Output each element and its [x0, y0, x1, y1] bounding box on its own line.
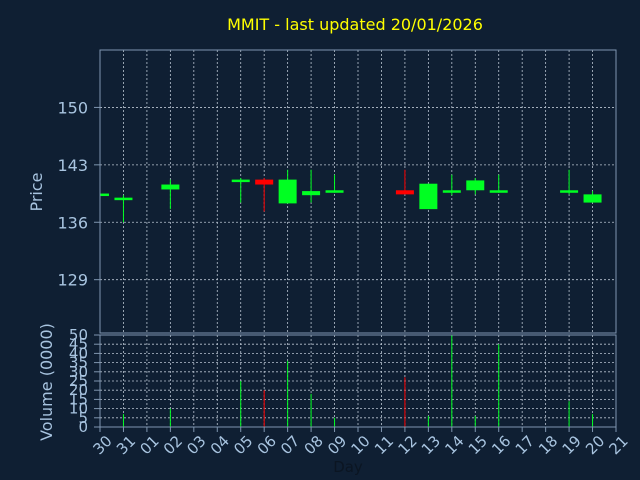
- candle-body: [395, 190, 414, 195]
- candle-body: [466, 180, 485, 191]
- x-tick-label: 10: [348, 432, 374, 458]
- candle-body: [100, 193, 109, 197]
- price-tick-label: 143: [57, 156, 88, 175]
- x-tick-label: 16: [488, 432, 514, 458]
- volume-tick-label: 20: [69, 381, 88, 399]
- x-tick-label: 20: [582, 432, 608, 458]
- x-tick-label: 12: [394, 432, 420, 458]
- volume-axis-label: Volume (0000): [37, 323, 56, 441]
- x-tick-label: 11: [371, 432, 397, 458]
- candle-body: [161, 184, 180, 190]
- candle-body: [114, 197, 133, 201]
- x-tick-label: 17: [512, 432, 538, 458]
- candle-body: [583, 194, 602, 203]
- x-tick-label: 13: [418, 432, 444, 458]
- x-tick-label: 03: [183, 432, 209, 458]
- chart-title: MMIT - last updated 20/01/2026: [227, 15, 483, 34]
- candle-body: [325, 190, 344, 193]
- volume-tick-label: 35: [69, 354, 88, 372]
- x-tick-label: 08: [301, 432, 327, 458]
- volume-panel-grid: [100, 335, 616, 427]
- x-tick-label: 04: [207, 432, 233, 458]
- x-tick-labels: 3031010203040506070809101112131415161718…: [90, 427, 632, 458]
- x-tick-label: 31: [113, 432, 139, 458]
- price-panel-grid: [100, 50, 616, 333]
- x-axis-label: Day: [333, 458, 363, 476]
- x-tick-label: 05: [230, 432, 256, 458]
- candle-body: [489, 190, 508, 193]
- x-tick-label: 14: [441, 432, 467, 458]
- candle-body: [442, 190, 461, 193]
- candle-body: [231, 179, 250, 183]
- price-tick-label: 136: [57, 213, 88, 232]
- candle-body: [302, 191, 321, 196]
- x-tick-label: 19: [559, 432, 585, 458]
- volume-tick-label: 0: [78, 418, 88, 436]
- volume-tick-label: 30: [69, 363, 88, 381]
- volume-tick-label: 25: [69, 372, 88, 390]
- volume-tick-label: 45: [69, 335, 88, 353]
- volume-tick-label: 15: [69, 390, 88, 408]
- price-tick-labels: 129 136 143 150: [57, 98, 100, 290]
- x-tick-label: 09: [324, 432, 350, 458]
- x-tick-label: 30: [90, 432, 116, 458]
- candle-body: [419, 183, 438, 210]
- candle-body: [278, 179, 297, 204]
- x-tick-label: 15: [465, 432, 491, 458]
- volume-tick-label: 40: [69, 344, 88, 362]
- x-tick-label: 06: [254, 432, 280, 458]
- x-tick-label: 02: [160, 432, 186, 458]
- candle-body: [255, 179, 274, 185]
- price-tick-label: 129: [57, 271, 88, 290]
- x-tick-label: 18: [535, 432, 561, 458]
- volume-tick-label: 5: [78, 409, 88, 427]
- volume-tick-label: 10: [69, 400, 88, 418]
- volume-bars: [122, 335, 594, 427]
- x-tick-label: 21: [606, 432, 632, 458]
- volume-tick-label: 50: [69, 326, 88, 344]
- candle-body: [560, 190, 579, 193]
- volume-panel-frame: [99, 334, 617, 428]
- price-tick-label: 150: [57, 98, 88, 117]
- candles: [99, 169, 602, 223]
- price-axis-label: Price: [27, 172, 46, 211]
- x-tick-label: 01: [136, 432, 162, 458]
- price-panel-frame: [99, 49, 617, 334]
- x-tick-label: 07: [277, 432, 303, 458]
